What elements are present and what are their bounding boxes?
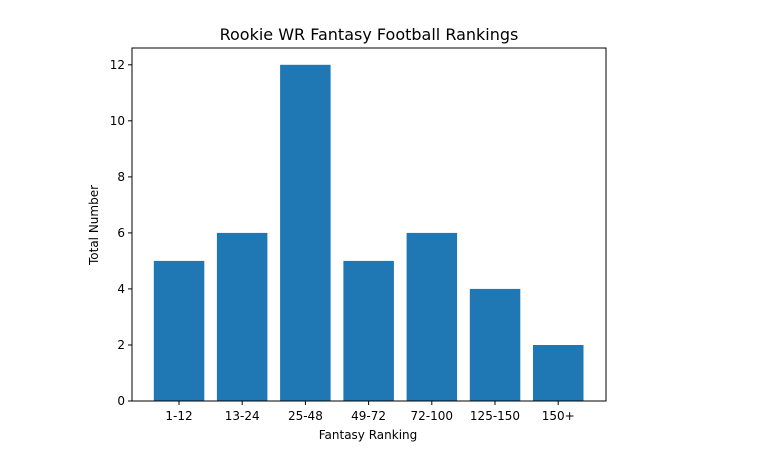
- bars-layer: [153, 64, 584, 402]
- chart-title: Rookie WR Fantasy Football Rankings: [220, 25, 519, 44]
- bar-25-48: [280, 64, 331, 402]
- y-tick-label: 12: [110, 58, 125, 72]
- x-axis-ticks: 1-12 13-24 25-48 49-72 72-100 125-150 150+: [165, 401, 575, 423]
- y-axis-label: Total Number: [87, 185, 101, 266]
- bar-72-100: [406, 232, 458, 401]
- y-tick-label: 0: [117, 394, 125, 408]
- plot-frame: [131, 47, 607, 402]
- x-tick-label: 13-24: [225, 409, 260, 423]
- bar-150+: [533, 345, 584, 401]
- x-tick-label: 25-48: [288, 409, 323, 423]
- y-tick-label: 8: [117, 170, 125, 184]
- bar-1-12: [153, 260, 205, 401]
- y-axis-ticks: 0 2 4 6 8 10 12: [110, 58, 132, 408]
- bar-13-24: [216, 232, 268, 401]
- bar-125-150: [469, 288, 521, 401]
- x-tick-label: 1-12: [165, 409, 192, 423]
- y-tick-label: 4: [117, 282, 125, 296]
- y-tick-label: 2: [117, 338, 125, 352]
- x-axis-label: Fantasy Ranking: [319, 428, 418, 442]
- x-tick-label: 125-150: [470, 409, 520, 423]
- x-tick-label: 49-72: [351, 409, 386, 423]
- y-tick-label: 6: [117, 226, 125, 240]
- x-tick-label: 72-100: [411, 409, 454, 423]
- x-tick-label: 150+: [542, 409, 575, 423]
- bar-49-72: [343, 260, 394, 401]
- y-tick-label: 10: [110, 114, 125, 128]
